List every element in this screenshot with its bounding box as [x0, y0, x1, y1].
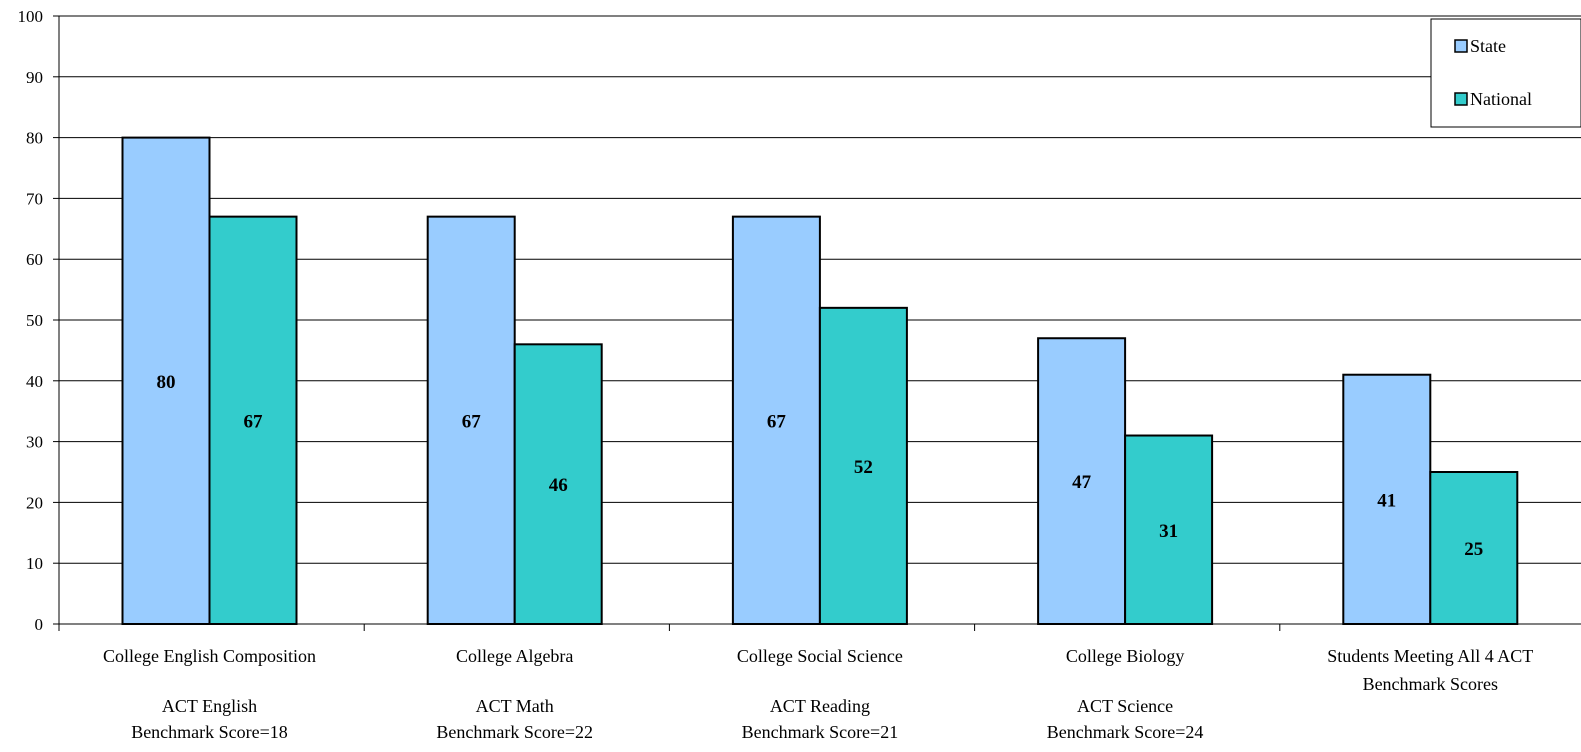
bar-state-0: [121, 136, 211, 625]
y-tick-label: 80: [26, 129, 43, 148]
value-label: 67: [767, 411, 787, 432]
legend-swatch-state: [1454, 39, 1468, 53]
category-label: ACT English: [162, 696, 257, 716]
value-label: 46: [549, 475, 568, 496]
legend-box: [1430, 18, 1581, 128]
value-labels: 80 67 67 46 67 52 47 31 41 25: [157, 372, 1484, 560]
value-label: 67: [462, 411, 482, 432]
category-label: Benchmark Scores: [1363, 674, 1498, 694]
category-label: ACT Math: [476, 696, 554, 716]
bar-state-4: [1342, 373, 1432, 625]
y-tick-label: 0: [35, 615, 44, 634]
legend-label-state: State: [1470, 36, 1506, 56]
category-label: College Social Science: [737, 646, 903, 666]
y-tick-label: 90: [26, 68, 43, 87]
y-tick-label: 40: [26, 372, 43, 391]
category-label: Benchmark Score=24: [1047, 722, 1204, 742]
y-tick-label: 50: [26, 311, 43, 330]
bar-national-4: [1429, 471, 1519, 625]
category-label: College Algebra: [456, 646, 573, 666]
bar-national-2: [818, 306, 908, 625]
value-label: 41: [1377, 490, 1396, 511]
legend: State National: [1430, 18, 1581, 128]
value-label: 31: [1159, 521, 1178, 542]
value-label: 25: [1464, 539, 1483, 560]
bar-state-1: [426, 215, 516, 625]
bar-state-3: [1037, 337, 1127, 625]
value-label: 47: [1072, 472, 1092, 493]
y-tick-label: 10: [26, 554, 43, 573]
category-label: College English Composition: [103, 646, 316, 666]
category-labels: College English Composition ACT English Be…: [103, 646, 1533, 742]
bars: [121, 136, 1519, 625]
category-label: ACT Reading: [770, 696, 870, 716]
category-label: Benchmark Score=21: [742, 722, 899, 742]
bar-national-0: [208, 215, 298, 625]
value-label: 80: [157, 372, 176, 393]
value-label: 52: [854, 457, 873, 478]
legend-swatch-national: [1454, 92, 1468, 106]
category-label: Benchmark Score=22: [436, 722, 593, 742]
y-tick-label: 20: [26, 493, 43, 512]
y-tick-label: 60: [26, 250, 43, 269]
value-label: 67: [244, 411, 264, 432]
bar-national-1: [513, 343, 603, 625]
category-label: ACT Science: [1077, 696, 1173, 716]
y-tick-label: 30: [26, 433, 43, 452]
category-label: Benchmark Score=18: [131, 722, 288, 742]
bar-national-3: [1124, 434, 1214, 625]
legend-label-national: National: [1470, 89, 1532, 109]
category-label: College Biology: [1066, 646, 1185, 666]
x-axis: [58, 623, 1581, 631]
category-label: Students Meeting All 4 ACT: [1327, 646, 1533, 666]
y-tick-label: 70: [26, 189, 43, 208]
y-axis: 0 10 20 30 40 50 60 70 80 90 100: [18, 7, 60, 634]
y-tick-label: 100: [18, 7, 44, 26]
bar-state-2: [731, 215, 821, 625]
